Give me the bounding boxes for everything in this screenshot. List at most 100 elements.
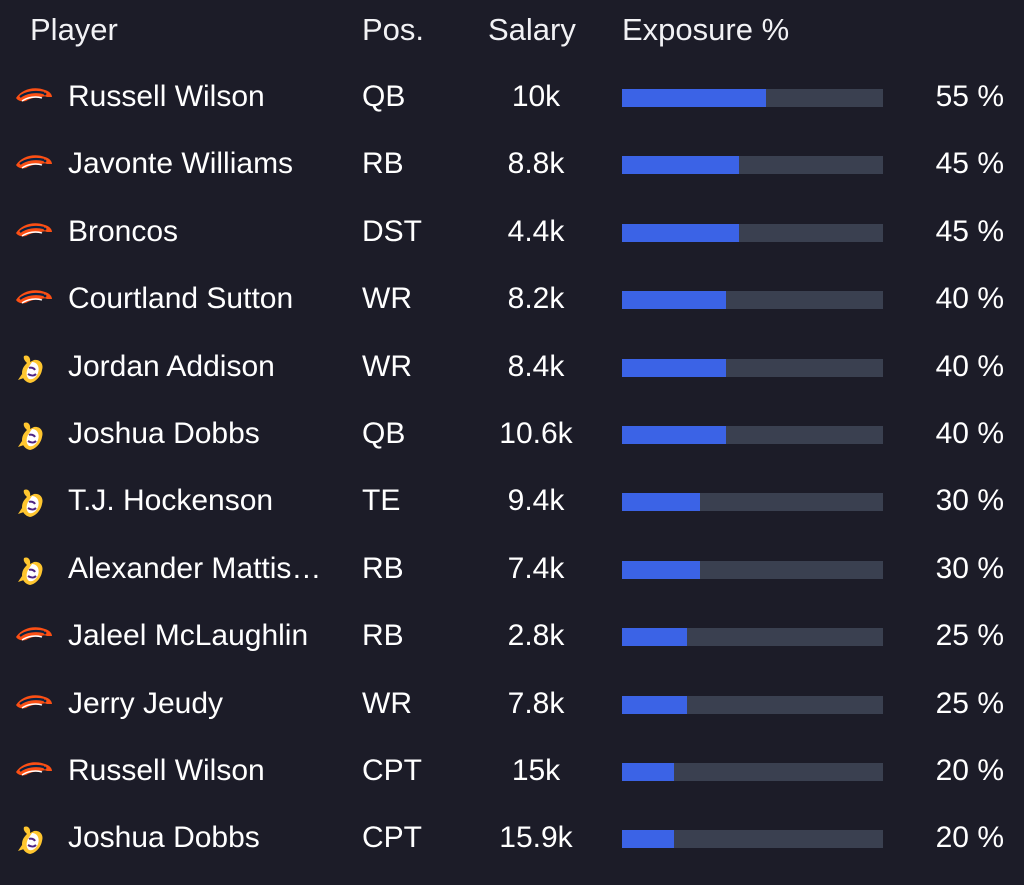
broncos-logo-icon — [14, 284, 54, 318]
exposure-bar — [622, 156, 883, 175]
vikings-logo-icon — [14, 419, 54, 453]
exposure-bar-fill — [622, 762, 675, 781]
broncos-logo-icon — [14, 756, 54, 790]
player-position: WR — [362, 282, 412, 316]
player-name: Russell Wilson — [68, 753, 265, 787]
table-row[interactable]: Joshua Dobbs CPT 15.9k 20 % — [0, 805, 1024, 872]
column-header-exposure[interactable]: Exposure % — [622, 12, 790, 47]
table-row[interactable]: T.J. Hockenson TE 9.4k 30 % — [0, 468, 1024, 535]
player-position: RB — [362, 619, 404, 653]
vikings-logo-icon — [14, 352, 54, 386]
player-name: Javonte Williams — [68, 147, 294, 181]
player-salary: 8.2k — [507, 282, 565, 316]
exposure-bar-fill — [622, 628, 688, 647]
column-header-player[interactable]: Player — [30, 12, 118, 47]
exposure-bar-fill — [622, 560, 701, 579]
exposure-percent: 40 % — [935, 416, 1004, 450]
player-salary: 2.8k — [507, 619, 565, 653]
exposure-bar — [622, 223, 883, 242]
player-position: CPT — [362, 753, 422, 787]
player-position: RB — [362, 147, 404, 181]
exposure-percent: 25 % — [935, 686, 1004, 720]
player-salary: 8.8k — [507, 147, 565, 181]
broncos-logo-icon — [14, 689, 54, 723]
exposure-percent: 25 % — [935, 619, 1004, 653]
broncos-logo-icon — [14, 82, 54, 116]
exposure-bar-fill — [622, 830, 675, 849]
exposure-percent: 20 % — [935, 753, 1004, 787]
player-name: Broncos — [68, 214, 179, 248]
table-body: Russell Wilson QB 10k 55 % Javonte Willi… — [0, 64, 1024, 873]
exposure-percent: 40 % — [935, 282, 1004, 316]
player-name: Jordan Addison — [68, 349, 275, 383]
broncos-logo-icon — [14, 217, 54, 251]
player-name: Jerry Jeudy — [68, 686, 224, 720]
table-row[interactable]: Alexander Mattis… RB 7.4k 30 % — [0, 536, 1024, 603]
exposure-percent: 45 % — [935, 214, 1004, 248]
table-row[interactable]: Jaleel McLaughlin RB 2.8k 25 % — [0, 603, 1024, 670]
exposure-bar-fill — [622, 425, 727, 444]
player-name: Russell Wilson — [68, 80, 265, 113]
player-name: Joshua Dobbs — [68, 821, 260, 855]
player-salary: 15k — [511, 753, 561, 787]
table-row[interactable]: Joshua Dobbs QB 10.6k 40 % — [0, 401, 1024, 468]
broncos-logo-icon — [14, 621, 54, 655]
player-position: QB — [362, 80, 406, 113]
player-name: Joshua Dobbs — [68, 416, 260, 450]
player-salary: 10k — [511, 80, 561, 113]
column-header-position[interactable]: Pos. — [362, 12, 425, 47]
exposure-percent: 40 % — [935, 349, 1004, 383]
exposure-bar-fill — [622, 695, 688, 714]
exposure-bar-fill — [622, 291, 727, 310]
exposure-percent: 45 % — [935, 147, 1004, 181]
exposure-percent: 30 % — [935, 484, 1004, 518]
exposure-bar — [622, 291, 883, 310]
exposure-bar — [622, 762, 883, 781]
broncos-logo-icon — [14, 149, 54, 183]
table-row[interactable]: Broncos DST 4.4k 45 % — [0, 199, 1024, 266]
player-position: DST — [362, 214, 422, 248]
player-position: WR — [362, 686, 412, 720]
player-name: Courtland Sutton — [68, 282, 294, 316]
table-row[interactable]: Jerry Jeudy WR 7.8k 25 % — [0, 671, 1024, 738]
exposure-bar — [622, 358, 883, 377]
vikings-logo-icon — [14, 823, 54, 857]
player-position: WR — [362, 349, 412, 383]
exposure-bar — [622, 628, 883, 647]
exposure-bar — [622, 425, 883, 444]
player-salary: 7.4k — [507, 551, 565, 585]
player-name: T.J. Hockenson — [68, 484, 274, 518]
exposure-bar — [622, 560, 883, 579]
exposure-percent: 55 % — [935, 80, 1004, 113]
player-salary: 4.4k — [507, 214, 565, 248]
exposure-bar — [622, 493, 883, 512]
column-header-salary[interactable]: Salary — [488, 12, 576, 47]
table-row[interactable]: Russell Wilson CPT 15k 20 % — [0, 738, 1024, 805]
exposure-bar — [622, 695, 883, 714]
exposure-bar-fill — [622, 156, 740, 175]
player-name: Jaleel McLaughlin — [68, 619, 309, 653]
player-name: Alexander Mattis… — [68, 551, 322, 585]
table-row[interactable]: Jordan Addison WR 8.4k 40 % — [0, 334, 1024, 401]
exposure-bar — [622, 830, 883, 849]
table-row[interactable]: Russell Wilson QB 10k 55 % — [0, 64, 1024, 131]
vikings-logo-icon — [14, 486, 54, 520]
player-salary: 9.4k — [507, 484, 565, 518]
exposure-bar — [622, 89, 883, 107]
player-salary: 10.6k — [499, 416, 573, 450]
vikings-logo-icon — [14, 554, 54, 588]
table-row[interactable]: Courtland Sutton WR 8.2k 40 % — [0, 266, 1024, 333]
player-position: CPT — [362, 821, 422, 855]
exposure-bar-fill — [622, 358, 727, 377]
table-header: Player Pos. Salary Exposure % — [0, 0, 1024, 64]
exposure-percent: 20 % — [935, 821, 1004, 855]
player-position: QB — [362, 416, 406, 450]
table-row[interactable]: Javonte Williams RB 8.8k 45 % — [0, 131, 1024, 198]
player-salary: 7.8k — [507, 686, 565, 720]
player-position: RB — [362, 551, 404, 585]
exposure-bar-fill — [622, 89, 766, 107]
player-salary: 15.9k — [499, 821, 573, 855]
player-position: TE — [362, 484, 401, 518]
exposure-bar-fill — [622, 223, 740, 242]
